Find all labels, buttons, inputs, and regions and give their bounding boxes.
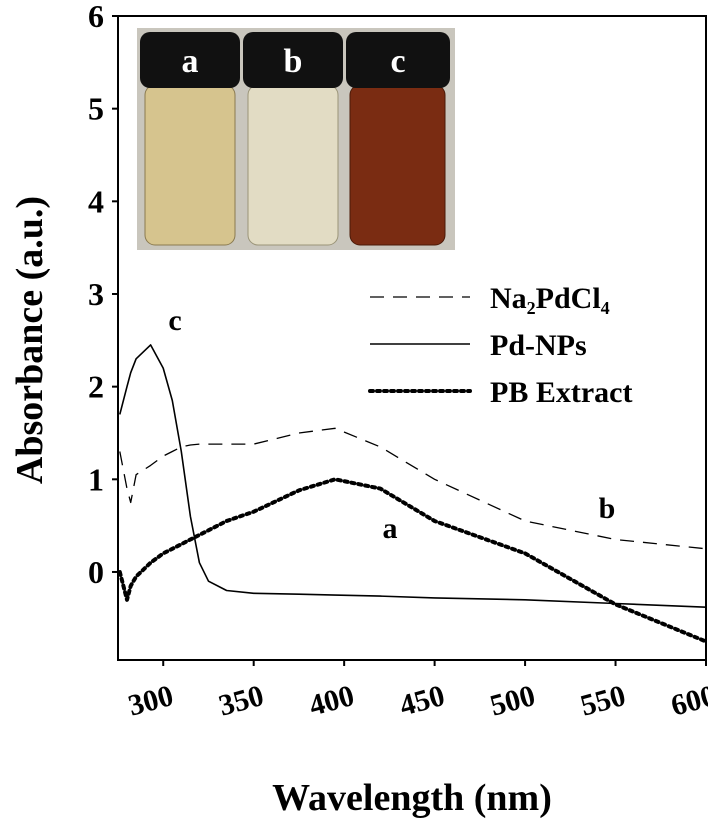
cap-b bbox=[243, 32, 343, 88]
x-tick-label: 450 bbox=[396, 679, 448, 723]
vial-a bbox=[144, 84, 236, 246]
inset-label: a bbox=[182, 43, 199, 80]
series-line bbox=[117, 477, 708, 644]
plot-frame bbox=[117, 15, 707, 661]
y-tick-label: 5 bbox=[88, 91, 104, 127]
vial-b bbox=[247, 84, 339, 246]
x-tick-label: 400 bbox=[306, 679, 358, 723]
y-axis-label: Absorbance (a.u.) bbox=[9, 196, 51, 484]
inset-label: c bbox=[390, 43, 405, 80]
x-tick-label: 350 bbox=[215, 679, 267, 723]
x-axis-label: Wavelength (nm) bbox=[272, 777, 552, 819]
x-tick-label: 300 bbox=[125, 679, 177, 723]
y-tick-label: 4 bbox=[88, 183, 104, 219]
cap-a bbox=[140, 32, 240, 88]
vial-c bbox=[349, 84, 446, 246]
x-tick-label: 600 bbox=[668, 679, 708, 723]
legend-label: Pd-NPs bbox=[490, 329, 587, 362]
y-tick-label: 2 bbox=[88, 369, 104, 405]
y-tick-label: 1 bbox=[88, 461, 104, 497]
legend-label: Na₂PdCl₄ bbox=[490, 282, 610, 315]
series-line bbox=[119, 344, 707, 608]
y-tick-label: 6 bbox=[88, 0, 104, 34]
x-tick-label: 550 bbox=[577, 679, 629, 723]
legend-label: PB Extract bbox=[490, 376, 632, 409]
annotation: c bbox=[168, 304, 181, 337]
y-tick-label: 3 bbox=[88, 276, 104, 312]
inset-label: b bbox=[284, 43, 303, 80]
inset-photo: a b c bbox=[137, 28, 455, 250]
annotation: a bbox=[383, 512, 398, 545]
annotation: b bbox=[599, 492, 616, 525]
cap-c bbox=[346, 32, 450, 88]
x-tick-label: 500 bbox=[487, 679, 539, 723]
y-tick-label: 0 bbox=[88, 554, 104, 590]
